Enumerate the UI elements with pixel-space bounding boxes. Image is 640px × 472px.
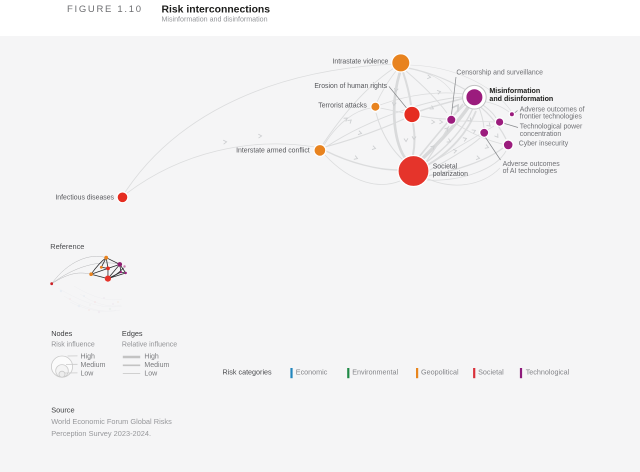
svg-text:Risk categories: Risk categories <box>223 367 273 376</box>
svg-text:High: High <box>81 354 96 361</box>
svg-text:Medium: Medium <box>144 362 169 369</box>
svg-text:Misinformation: Misinformation <box>489 87 540 95</box>
svg-text:Misinformation and disinformat: Misinformation and disinformation <box>162 16 268 24</box>
svg-text:concentration: concentration <box>520 131 562 138</box>
svg-text:Erosion of human rights: Erosion of human rights <box>314 83 387 90</box>
svg-text:polarization: polarization <box>433 171 468 178</box>
svg-text:Interstate armed conflict: Interstate armed conflict <box>236 147 310 154</box>
svg-text:Risk influence: Risk influence <box>51 342 95 349</box>
svg-text:Intrastate violence: Intrastate violence <box>332 59 388 66</box>
svg-text:Technological: Technological <box>526 367 570 376</box>
svg-text:Infectious diseases: Infectious diseases <box>55 194 114 201</box>
svg-text:Source: Source <box>51 405 74 414</box>
svg-text:Low: Low <box>144 371 158 378</box>
svg-text:and disinformation: and disinformation <box>489 95 553 103</box>
svg-text:High: High <box>144 354 159 361</box>
svg-text:of AI technologies: of AI technologies <box>503 168 558 175</box>
svg-text:Societal: Societal <box>478 367 504 376</box>
svg-text:Cyber insecurity: Cyber insecurity <box>519 141 569 148</box>
svg-text:Societal: Societal <box>433 164 458 171</box>
svg-text:Nodes: Nodes <box>51 329 72 338</box>
svg-text:Terrorist attacks: Terrorist attacks <box>318 102 367 109</box>
svg-text:Reference: Reference <box>50 242 84 251</box>
svg-text:Adverse outcomes of: Adverse outcomes of <box>520 107 585 114</box>
svg-text:Censorship and surveillance: Censorship and surveillance <box>456 70 543 77</box>
svg-text:Low: Low <box>81 371 95 378</box>
svg-text:Economic: Economic <box>296 367 328 376</box>
svg-text:Perception Survey 2023-2024.: Perception Survey 2023-2024. <box>51 429 151 438</box>
svg-text:Environmental: Environmental <box>352 367 398 376</box>
svg-text:World Economic Forum Global Ri: World Economic Forum Global Risks <box>51 417 172 426</box>
svg-text:Adverse outcomes: Adverse outcomes <box>503 161 561 168</box>
svg-text:Medium: Medium <box>81 362 106 369</box>
svg-text:Relative influence: Relative influence <box>122 342 177 349</box>
svg-text:frontier technologies: frontier technologies <box>520 114 583 121</box>
svg-text:Technological power: Technological power <box>520 124 583 131</box>
svg-text:FIGURE 1.10: FIGURE 1.10 <box>67 4 143 15</box>
svg-text:Geopolitical: Geopolitical <box>421 367 459 376</box>
svg-text:Edges: Edges <box>122 329 143 338</box>
svg-text:Risk interconnections: Risk interconnections <box>162 4 271 15</box>
